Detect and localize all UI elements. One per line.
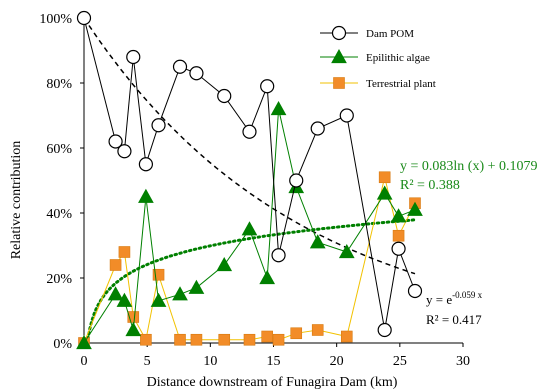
legend-label: Epilithic algae [366, 52, 430, 64]
legend-item: Epilithic algae [320, 48, 430, 64]
data-point [310, 121, 325, 136]
axes: 0% 20% 40% 60% 80% 100% 0 5 10 15 20 25 30 [39, 12, 470, 369]
data-point [390, 208, 407, 223]
exp-trend-r2: R² = 0.417 [426, 312, 482, 327]
exp-trend-equation-exponent: -0.059 x [452, 290, 482, 300]
legend-item: Dam POM [320, 25, 414, 41]
data-point [407, 201, 423, 216]
data-point [259, 269, 276, 285]
series-triangle [76, 100, 423, 350]
data-point [76, 334, 92, 350]
data-point [407, 283, 423, 299]
data-point [270, 100, 287, 116]
data-point [271, 248, 286, 263]
y-tick-label: 80% [46, 77, 72, 92]
exp-trendline [83, 17, 416, 275]
data-point [172, 59, 188, 74]
series-circle [76, 10, 423, 338]
data-point [338, 243, 355, 259]
data-point [151, 118, 166, 133]
legend-marker [331, 25, 347, 41]
y-tick-label: 100% [39, 12, 72, 27]
data-point [216, 256, 233, 272]
data-point [190, 333, 203, 346]
x-tick-label: 0 [81, 354, 88, 369]
data-point [138, 188, 154, 203]
data-point [340, 330, 353, 343]
data-point [125, 321, 142, 337]
data-point [138, 157, 154, 172]
data-point [76, 10, 92, 26]
data-point [392, 229, 405, 242]
legend-label: Terrestrial plant [366, 78, 436, 90]
log-trend-equation: y = 0.083ln (x) + 0.1079 [400, 159, 538, 174]
legend-label: Dam POM [366, 28, 414, 40]
exp-trend-annotation: y = e-0.059 x R² = 0.417 [426, 290, 483, 327]
series-line [83, 17, 416, 331]
data-point [290, 327, 303, 340]
exp-trend-equation: y = e-0.059 x [426, 290, 483, 307]
series-square [78, 171, 421, 349]
y-axis-label: Relative contribution [9, 141, 24, 260]
x-tick-label: 25 [393, 354, 407, 369]
data-point [391, 241, 406, 256]
data-point [377, 322, 392, 338]
data-point [172, 286, 188, 301]
x-tick-label: 20 [330, 354, 344, 369]
trendlines [83, 17, 417, 345]
legend-marker [333, 77, 345, 89]
data-point [117, 144, 132, 159]
data-point [188, 279, 205, 294]
x-tick-label: 30 [456, 354, 470, 369]
data-point [174, 333, 186, 346]
data-point [116, 292, 133, 307]
data-point [241, 221, 258, 236]
data-point [118, 246, 131, 258]
exp-trend-equation-base: y = e [426, 292, 452, 307]
log-trend-r2: R² = 0.388 [400, 178, 460, 193]
data-point [150, 292, 167, 307]
log-trend-annotation: y = 0.083ln (x) + 0.1079 R² = 0.388 [400, 159, 538, 193]
data-point [189, 66, 204, 81]
data-point [218, 333, 231, 346]
legend: Dam POM Epilithic algae Terrestrial plant [320, 25, 436, 90]
data-point [109, 259, 122, 271]
y-tick-label: 60% [46, 142, 72, 157]
data-point [242, 124, 257, 139]
data-point [107, 286, 124, 301]
data-point [309, 234, 326, 249]
y-tick-label: 0% [53, 337, 72, 352]
data-point [217, 88, 232, 104]
data-series [76, 10, 423, 350]
data-point [260, 79, 275, 94]
data-point [272, 333, 285, 346]
x-tick-label: 15 [267, 354, 281, 369]
y-tick-label: 40% [46, 207, 72, 222]
data-point [289, 173, 304, 188]
data-point [339, 108, 354, 123]
data-point [261, 330, 273, 343]
y-tick-label: 20% [46, 272, 72, 287]
x-tick-label: 10 [203, 354, 217, 369]
data-point [126, 49, 141, 65]
x-axis-label: Distance downstream of Funagira Dam (km) [147, 375, 398, 390]
data-point [140, 333, 152, 346]
legend-marker [331, 48, 347, 64]
legend-item: Terrestrial plant [320, 77, 436, 90]
data-point [378, 171, 391, 184]
data-point [243, 333, 256, 346]
x-tick-label: 5 [144, 354, 151, 369]
data-point [376, 185, 393, 200]
data-point [311, 324, 324, 336]
data-point [108, 134, 123, 149]
data-point [152, 268, 165, 281]
log-trendline [85, 218, 417, 345]
